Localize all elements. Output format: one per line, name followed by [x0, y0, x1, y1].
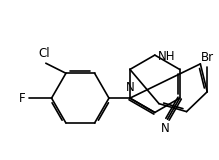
- Text: N: N: [161, 122, 170, 135]
- Text: Br: Br: [201, 51, 214, 64]
- Text: Cl: Cl: [39, 47, 50, 60]
- Text: F: F: [19, 92, 26, 105]
- Text: N: N: [125, 81, 134, 94]
- Text: NH: NH: [158, 50, 175, 63]
